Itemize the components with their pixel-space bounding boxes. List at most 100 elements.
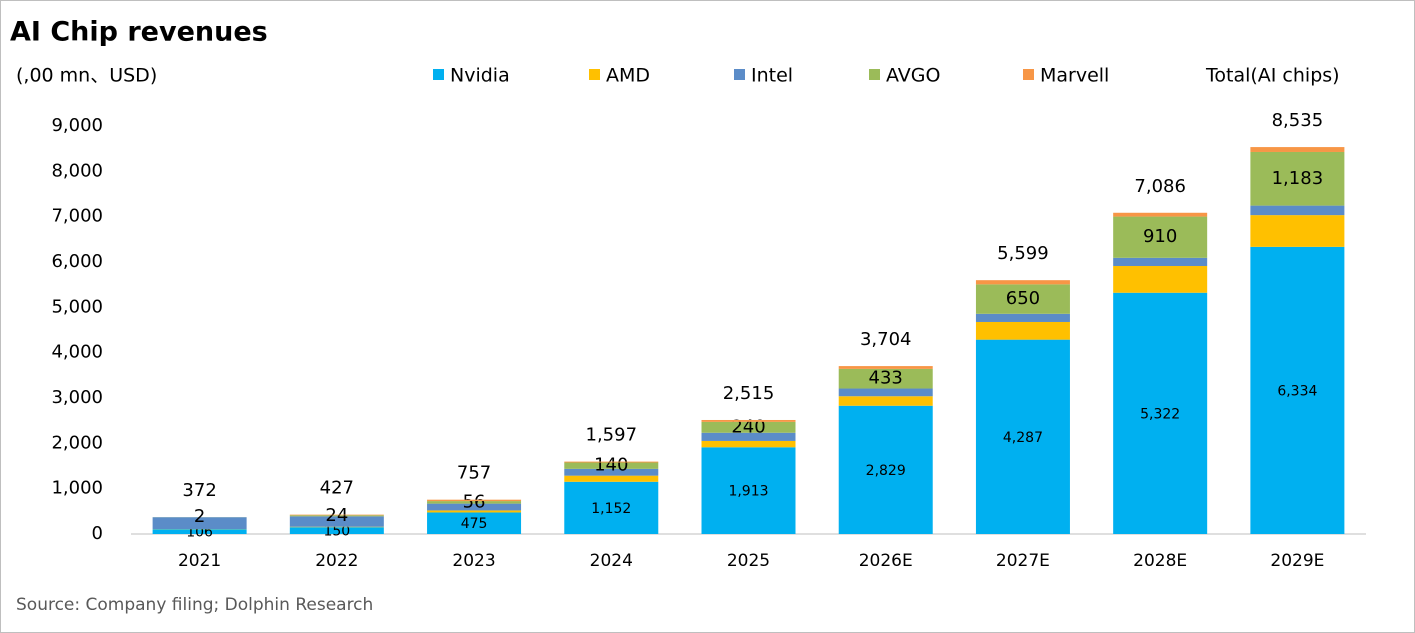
- data-label: 475: [461, 516, 488, 532]
- bar-segment: [289, 516, 384, 527]
- bar-segment: [427, 499, 522, 502]
- y-tick-label: 4,000: [51, 342, 103, 363]
- bar-segment: [975, 321, 1070, 340]
- bar-segment: [975, 339, 1070, 534]
- data-label: 240: [731, 416, 765, 437]
- y-tick-label: 1,000: [51, 478, 103, 499]
- bar-segment: [1113, 212, 1208, 217]
- total-label: 5,599: [997, 243, 1049, 264]
- bar-segment: [701, 447, 796, 534]
- bar-segment: [564, 461, 659, 463]
- legend-label: AVGO: [886, 65, 940, 87]
- bar-segment: [701, 440, 796, 448]
- x-tick-label: 2021: [178, 551, 221, 571]
- bar-segment: [1113, 257, 1208, 266]
- x-tick-label: 2025: [727, 551, 770, 571]
- bar-segment: [701, 432, 796, 441]
- x-tick-label: 2028E: [1133, 551, 1187, 571]
- bar-segment: [975, 284, 1070, 314]
- source: Source: Company filing; Dolphin Research: [16, 595, 373, 615]
- bar-segment: [701, 419, 796, 422]
- bar-segment: [975, 280, 1070, 285]
- data-label: 4,287: [1003, 430, 1043, 446]
- bar-segment: [564, 462, 659, 469]
- legend-label: Intel: [751, 65, 793, 87]
- x-tick-label: 2023: [452, 551, 495, 571]
- bar-segment: [427, 501, 522, 504]
- bar-segment: [1250, 147, 1345, 152]
- bar-segment: [564, 481, 659, 534]
- chart-title: AI Chip revenues: [10, 17, 268, 48]
- data-label: 150: [323, 524, 350, 540]
- legend-swatch: [589, 69, 600, 80]
- y-tick-label: 3,000: [51, 387, 103, 408]
- bar-segment: [838, 366, 933, 369]
- bar-segment: [289, 515, 384, 517]
- legend-swatch: [433, 69, 444, 80]
- x-tick-label: 2022: [315, 551, 358, 571]
- y-tick-label: 2,000: [51, 432, 103, 453]
- legend-swatch: [869, 69, 880, 80]
- bar-segment: [838, 388, 933, 397]
- bar-segment: [1113, 292, 1208, 534]
- data-label: 1,152: [591, 501, 631, 517]
- x-tick-label: 2024: [590, 551, 633, 571]
- y-tick-label: 9,000: [51, 115, 103, 136]
- bar-segment: [564, 468, 659, 476]
- total-label: 3,704: [860, 329, 912, 350]
- data-label: 2,829: [866, 463, 906, 479]
- bar-segment: [152, 517, 247, 530]
- data-label: 140: [594, 455, 628, 476]
- data-label: 1,183: [1272, 168, 1324, 189]
- total-label: 757: [457, 463, 491, 484]
- total-label: 372: [182, 480, 216, 501]
- x-tick-label: 2027E: [996, 551, 1050, 571]
- bar-segment: [289, 514, 384, 516]
- total-label: 427: [320, 478, 354, 499]
- data-label: 433: [869, 368, 903, 389]
- bar-segment: [1250, 215, 1345, 247]
- bar-segment: [975, 313, 1070, 322]
- y-tick-label: 7,000: [51, 206, 103, 227]
- data-label: 6,334: [1277, 383, 1317, 399]
- x-tick-label: 2029E: [1270, 551, 1324, 571]
- legend-label: Marvell: [1040, 65, 1109, 87]
- bar-segment: [427, 512, 522, 534]
- bar-segment: [564, 475, 659, 482]
- legend-swatch: [1023, 69, 1034, 80]
- y-tick-label: 0: [92, 523, 103, 544]
- legend-swatch: [734, 69, 745, 80]
- bar-segment: [427, 510, 522, 513]
- bar-segment: [838, 396, 933, 406]
- bar-segment: [838, 368, 933, 389]
- data-label: 910: [1143, 226, 1177, 247]
- legend-label: Nvidia: [450, 65, 510, 87]
- data-label: 650: [1006, 288, 1040, 309]
- data-label: 24: [325, 505, 348, 526]
- legend-label: Total(AI chips): [1205, 65, 1340, 87]
- y-tick-label: 5,000: [51, 296, 103, 317]
- legend-label: AMD: [606, 65, 650, 87]
- total-label: 1,597: [586, 425, 638, 446]
- bar-segment: [1113, 265, 1208, 293]
- y-tick-label: 8,000: [51, 160, 103, 181]
- bar-segment: [427, 503, 522, 511]
- data-label: 2: [194, 506, 205, 527]
- bar-segment: [701, 421, 796, 433]
- bar-segment: [838, 405, 933, 534]
- bar-segment: [1250, 151, 1345, 206]
- total-label: 2,515: [723, 383, 775, 404]
- data-label: 1,913: [728, 484, 768, 500]
- total-label: 7,086: [1134, 176, 1186, 197]
- data-label: 5,322: [1140, 406, 1180, 422]
- y-tick-label: 6,000: [51, 251, 103, 272]
- bar-segment: [152, 529, 247, 534]
- unit-label: (,00 mn、USD): [16, 65, 157, 87]
- bar-segment: [1250, 205, 1345, 216]
- total-label: 8,535: [1272, 110, 1324, 131]
- bar-segment: [289, 527, 384, 534]
- x-tick-label: 2026E: [859, 551, 913, 571]
- bar-segment: [1113, 216, 1208, 258]
